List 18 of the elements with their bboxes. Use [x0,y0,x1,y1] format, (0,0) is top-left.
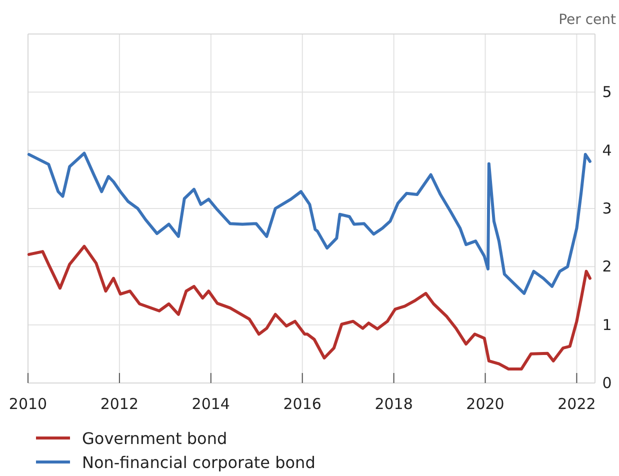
x-tick-label: 2014 [192,395,230,413]
x-tick-label: 2012 [100,395,139,413]
x-tick-label: 2010 [8,395,48,413]
y-tick-label: 1 [602,316,612,334]
legend-label: Non-financial corporate bond [82,453,316,472]
x-tick-label: 2018 [374,395,413,413]
y-tick-label: 2 [602,258,612,276]
x-tick-label: 2020 [466,395,504,413]
y-axis-title: Per cent [558,12,617,28]
y-tick-label: 3 [602,200,612,218]
line-series [27,152,592,295]
x-tick-label: 2016 [283,395,322,413]
legend-label: Government bond [82,429,228,448]
x-tick-label: 2022 [558,395,596,413]
y-tick-label: 5 [602,83,612,102]
line-series [27,244,592,371]
y-tick-label: 0 [602,374,612,392]
y-tick-label: 4 [602,141,612,160]
